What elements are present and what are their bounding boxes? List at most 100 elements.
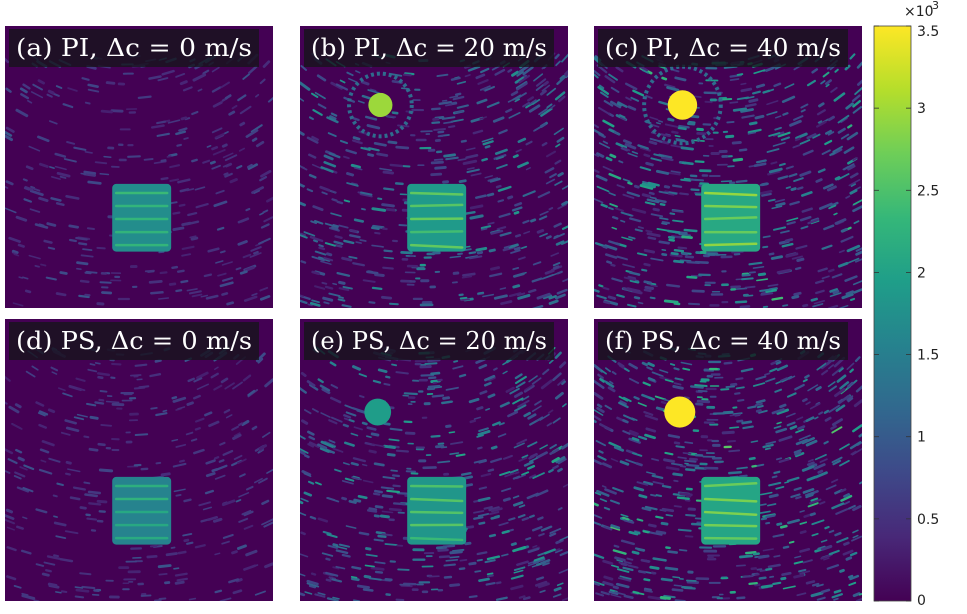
speckle-streak — [521, 516, 530, 522]
speckle-streak — [367, 89, 380, 94]
speckle-streak — [244, 266, 255, 272]
speckle-streak — [490, 507, 503, 513]
speckle-streak — [47, 246, 56, 250]
speckle-streak — [221, 143, 228, 148]
speckle-streak — [753, 69, 766, 75]
speckle-streak — [603, 506, 611, 511]
speckle-streak — [609, 203, 618, 208]
speckle-streak — [525, 140, 533, 146]
speckle-streak — [550, 104, 556, 109]
speckle-streak — [454, 110, 464, 114]
speckle-streak — [731, 250, 744, 254]
speckle-streak — [196, 371, 209, 380]
speckle-streak — [368, 577, 382, 581]
speckle-streak — [362, 279, 376, 283]
speckle-streak — [300, 500, 304, 505]
speckle-streak — [311, 299, 320, 304]
speckle-streak — [348, 499, 357, 504]
speckle-streak — [449, 550, 463, 555]
speckle-streak — [513, 210, 520, 215]
speckle-streak — [688, 120, 696, 124]
speckle-streak — [680, 361, 693, 366]
speckle-streak — [56, 482, 64, 487]
speckle-streak — [740, 367, 754, 373]
speckle-streak — [534, 580, 548, 587]
speckle-streak — [679, 259, 692, 262]
speckle-streak — [619, 117, 627, 121]
speckle-streak — [799, 510, 805, 513]
speckle-streak — [351, 139, 363, 145]
speckle-streak — [527, 464, 536, 470]
speckle-streak — [254, 590, 266, 596]
speckle-streak — [13, 584, 22, 589]
speckle-streak — [522, 596, 531, 601]
speckle-streak — [694, 178, 704, 182]
speckle-streak — [782, 545, 790, 549]
speckle-streak — [507, 195, 514, 200]
speckle-streak — [765, 521, 771, 525]
speckle-streak — [799, 547, 811, 553]
speckle-streak — [232, 589, 243, 595]
speckle-streak — [159, 271, 168, 275]
speckle-streak — [137, 95, 152, 100]
speckle-streak — [684, 441, 694, 444]
speckle-streak — [469, 214, 484, 220]
speckle-streak — [650, 213, 664, 218]
speckle-streak — [334, 244, 343, 248]
speckle-streak — [658, 100, 669, 106]
speckle-streak — [754, 114, 765, 120]
speckle-streak — [777, 131, 791, 138]
speckle-streak — [7, 458, 18, 465]
speckle-streak — [651, 457, 660, 462]
speckle-streak — [812, 133, 821, 139]
speckle-streak — [542, 562, 550, 567]
speckle-streak — [15, 448, 23, 454]
speckle-streak — [827, 131, 835, 136]
scatterer-stripe — [409, 536, 464, 542]
speckle-streak — [658, 240, 670, 245]
speckle-streak — [205, 459, 216, 465]
speckle-streak — [534, 123, 547, 132]
speckle-streak — [223, 408, 231, 414]
speckle-streak — [855, 597, 862, 601]
speckle-streak — [782, 112, 789, 116]
speckle-streak — [603, 575, 614, 581]
speckle-streak — [775, 360, 782, 365]
speckle-streak — [339, 139, 348, 145]
speckle-streak — [607, 295, 617, 300]
speckle-streak — [557, 378, 565, 386]
speckle-streak — [829, 151, 836, 157]
speckle-streak — [337, 298, 346, 302]
speckle-streak — [729, 101, 739, 104]
speckle-streak — [23, 186, 31, 191]
speckle-streak — [689, 385, 704, 389]
speckle-streak — [458, 567, 466, 571]
panel-title-box — [9, 29, 259, 67]
speckle-streak — [365, 547, 372, 551]
panel-title-box — [598, 322, 848, 360]
speckle-streak — [843, 493, 851, 498]
speckle-streak — [512, 272, 525, 278]
speckle-streak — [300, 435, 306, 440]
speckle-streak — [594, 73, 599, 79]
speckle-streak — [512, 495, 520, 499]
speckle-streak — [202, 506, 212, 511]
speckle-streak — [797, 425, 806, 430]
speckle-streak — [846, 395, 854, 401]
speckle-streak — [556, 74, 568, 86]
colorbar: 00.511.522.533.5 ×10 -3 — [873, 0, 939, 609]
speckle-streak — [266, 196, 273, 203]
speckle-streak — [213, 384, 223, 391]
speckle-streak — [616, 255, 628, 261]
speckle-streak — [478, 577, 490, 583]
speckle-streak — [222, 449, 234, 456]
speckle-streak — [773, 226, 787, 231]
speckle-streak — [374, 489, 383, 494]
speckle-streak — [82, 248, 93, 252]
speckle-streak — [259, 212, 264, 216]
speckle-streak — [673, 505, 682, 508]
speckle-streak — [262, 60, 271, 68]
speckle-streak — [526, 492, 539, 500]
speckle-streak — [220, 81, 230, 89]
speckle-streak — [852, 504, 862, 512]
